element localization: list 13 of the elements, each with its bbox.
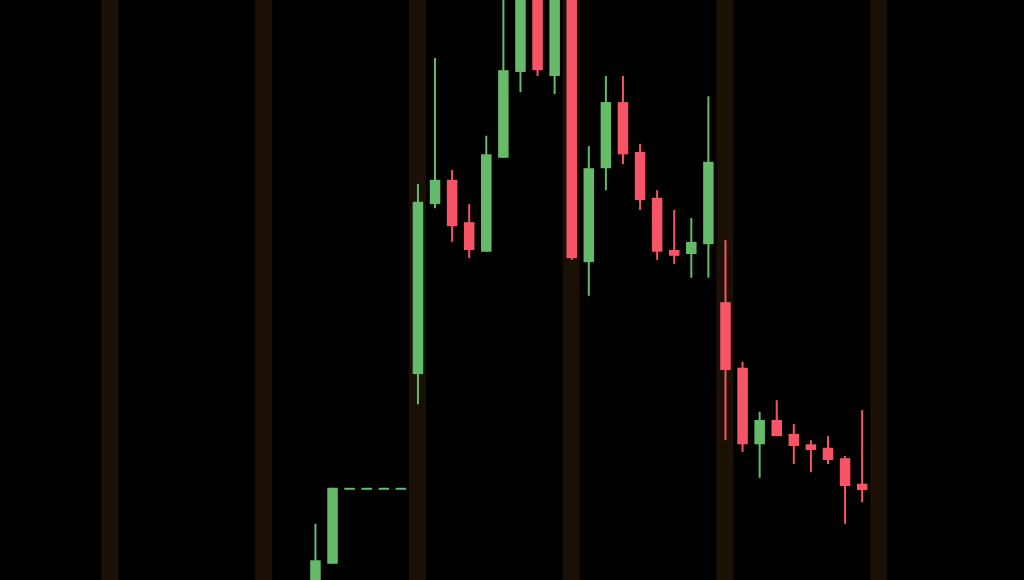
candlestick [446, 168, 458, 243]
candlestick [805, 439, 817, 474]
candlestick [429, 57, 441, 210]
candlestick [839, 454, 851, 525]
candlestick [310, 522, 321, 580]
candlestick [668, 208, 680, 265]
candlestick [463, 203, 475, 260]
candlestick [754, 410, 765, 479]
candlestick [822, 435, 834, 465]
candlestick [856, 409, 868, 504]
candlestick [788, 422, 800, 465]
candlestick [686, 217, 697, 279]
candlestick [771, 399, 782, 438]
